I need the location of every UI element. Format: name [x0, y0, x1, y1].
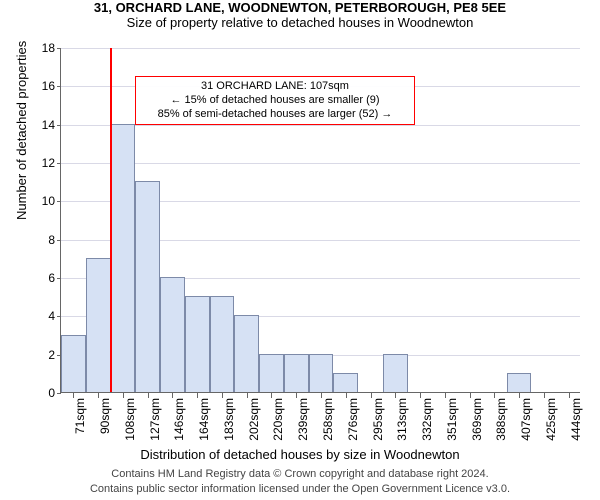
x-tick-label: 108sqm: [123, 398, 137, 441]
histogram-bar: [234, 315, 259, 392]
x-tick-label: 239sqm: [296, 398, 310, 441]
y-tick-label: 12: [42, 156, 61, 170]
histogram-bar: [160, 277, 185, 392]
x-tick-label: 425sqm: [544, 398, 558, 441]
y-tick-label: 8: [48, 233, 61, 247]
x-tick-label: 127sqm: [148, 398, 162, 441]
histogram-bar: [210, 296, 235, 392]
histogram-bar: [284, 354, 309, 392]
x-tick-label: 276sqm: [346, 398, 360, 441]
annotation-line1: 31 ORCHARD LANE: 107sqm: [142, 80, 408, 94]
y-axis-title: Number of detached properties: [14, 41, 29, 220]
histogram-bar: [185, 296, 210, 392]
x-tick-label: 164sqm: [197, 398, 211, 441]
x-tick-label: 388sqm: [494, 398, 508, 441]
y-tick-label: 2: [48, 348, 61, 362]
footer-line1: Contains HM Land Registry data © Crown c…: [0, 467, 600, 481]
chart-title-line1: 31, ORCHARD LANE, WOODNEWTON, PETERBOROU…: [0, 0, 600, 15]
x-tick-label: 183sqm: [222, 398, 236, 441]
x-tick-label: 332sqm: [420, 398, 434, 441]
histogram-bar: [333, 373, 358, 392]
x-tick-label: 313sqm: [395, 398, 409, 441]
x-tick-label: 202sqm: [247, 398, 261, 441]
annotation-line3: 85% of semi-detached houses are larger (…: [142, 108, 408, 122]
y-tick-label: 16: [42, 79, 61, 93]
chart-title-line2: Size of property relative to detached ho…: [0, 15, 600, 30]
annotation-box: 31 ORCHARD LANE: 107sqm ← 15% of detache…: [135, 76, 415, 125]
x-tick-label: 258sqm: [321, 398, 335, 441]
histogram-bar: [259, 354, 284, 392]
histogram-bar: [111, 124, 136, 392]
x-axis-title: Distribution of detached houses by size …: [0, 447, 600, 462]
annotation-line2: ← 15% of detached houses are smaller (9): [142, 94, 408, 108]
y-tick-label: 14: [42, 118, 61, 132]
footer-line2: Contains public sector information licen…: [0, 482, 600, 496]
x-tick-label: 295sqm: [371, 398, 385, 441]
histogram-bar: [86, 258, 111, 392]
x-tick-label: 369sqm: [470, 398, 484, 441]
histogram-bar: [383, 354, 408, 392]
chart-area: 02468101214161871sqm90sqm108sqm127sqm146…: [60, 48, 580, 393]
x-tick-label: 90sqm: [98, 398, 112, 434]
y-tick-label: 0: [48, 386, 61, 400]
y-tick-label: 18: [42, 41, 61, 55]
property-marker-line: [110, 48, 112, 392]
x-tick-label: 444sqm: [569, 398, 583, 441]
histogram-bar: [135, 181, 160, 392]
x-tick-label: 146sqm: [172, 398, 186, 441]
x-tick-label: 407sqm: [519, 398, 533, 441]
y-tick-label: 4: [48, 309, 61, 323]
histogram-bar: [507, 373, 532, 392]
histogram-bar: [61, 335, 86, 393]
histogram-bar: [309, 354, 334, 392]
x-tick-label: 71sqm: [73, 398, 87, 434]
x-tick-label: 351sqm: [445, 398, 459, 441]
gridline: [61, 48, 580, 49]
y-tick-label: 6: [48, 271, 61, 285]
plot-region: 02468101214161871sqm90sqm108sqm127sqm146…: [60, 48, 580, 393]
y-tick-label: 10: [42, 194, 61, 208]
footer: Contains HM Land Registry data © Crown c…: [0, 467, 600, 496]
x-tick-label: 220sqm: [271, 398, 285, 441]
gridline: [61, 163, 580, 164]
